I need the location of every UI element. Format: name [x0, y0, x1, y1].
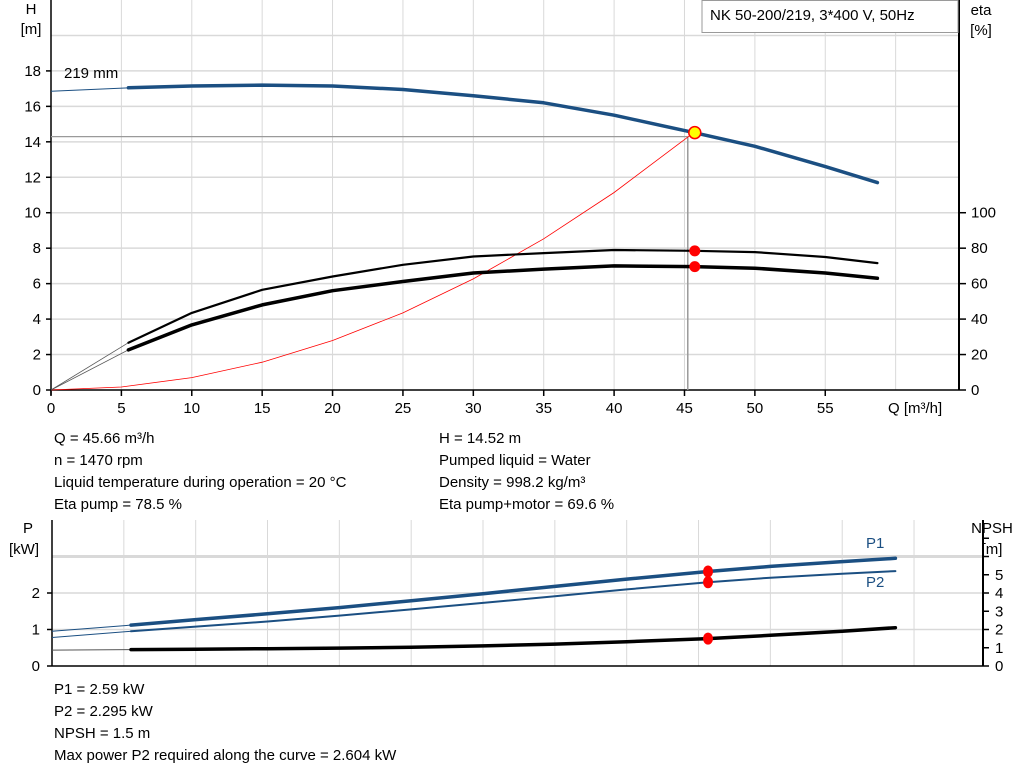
- eta-pump-motor-curve: [126, 264, 880, 352]
- y-left-unit-p: [kW]: [9, 541, 39, 558]
- p2-marker: [703, 576, 714, 589]
- info-n: n = 1470 rpm: [54, 452, 143, 469]
- npsh-marker: [703, 632, 714, 645]
- info-liquid-temp: Liquid temperature during operation = 20…: [54, 474, 347, 491]
- info-density: Density = 998.2 kg/m³: [439, 474, 586, 491]
- info-top-right: H = 14.52 m Pumped liquid = Water Densit…: [439, 428, 614, 516]
- y-right-unit-eta: [%]: [970, 22, 992, 39]
- y-right-tick-label: 40: [971, 311, 988, 328]
- eta-pump-motor-marker: [689, 261, 701, 273]
- y-left-tick-label: 10: [24, 205, 41, 222]
- npsh-curve-extension: [51, 649, 132, 651]
- x-tick-label: 10: [183, 400, 200, 417]
- eta-pump-curve-extension: [50, 342, 129, 391]
- top-chart-grid: [51, 0, 959, 390]
- y-right-unit-npsh: [m]: [982, 541, 1003, 558]
- y-right-tick-label: 100: [971, 205, 996, 222]
- x-tick-label: 50: [747, 400, 764, 417]
- y-left-tick-label: 14: [24, 134, 41, 151]
- info-p2: P2 = 2.295 kW: [54, 703, 153, 720]
- info-h: H = 14.52 m: [439, 430, 522, 447]
- info-npsh: NPSH = 1.5 m: [54, 725, 151, 742]
- bottom-chart-grid: [52, 520, 983, 666]
- x-tick-label: 5: [117, 400, 125, 417]
- x-tick-label: 55: [817, 400, 834, 417]
- y-left-tick-label: 16: [24, 98, 41, 115]
- y-right-tick-label: 2: [995, 622, 1003, 639]
- y-left-tick-label: 0: [33, 382, 41, 399]
- y-left-tick-label: 18: [24, 63, 41, 80]
- y-right-tick-label: 20: [971, 347, 988, 364]
- curves: [50, 83, 898, 652]
- y-left-tick-label: 8: [33, 240, 41, 257]
- info-pumped-liquid: Pumped liquid = Water: [439, 452, 591, 469]
- p1-curve-extension: [51, 624, 132, 632]
- info-bottom: P1 = 2.59 kW P2 = 2.295 kW NPSH = 1.5 m …: [54, 679, 396, 767]
- y-right-tick-label: 5: [995, 567, 1003, 584]
- p2-curve-extension: [51, 630, 132, 638]
- x-tick-label: 20: [324, 400, 341, 417]
- info-top-left: Q = 45.66 m³/h n = 1470 rpm Liquid tempe…: [54, 428, 346, 516]
- info-max-p2: Max power P2 required along the curve = …: [54, 747, 397, 764]
- system-curve: [50, 132, 695, 391]
- series-label-p1: P1: [866, 535, 884, 552]
- series-label-p2: P2: [866, 574, 884, 591]
- x-tick-label: 25: [395, 400, 412, 417]
- info-eta-pump-motor: Eta pump+motor = 69.6 %: [439, 496, 615, 513]
- y-right-tick-label: 0: [971, 382, 979, 399]
- y-right-tick-label: 60: [971, 276, 988, 293]
- y-left-tick-label: 4: [33, 311, 41, 328]
- p2-curve: [130, 570, 897, 633]
- x-tick-label: 35: [535, 400, 552, 417]
- y-left-label-p: P: [23, 520, 33, 537]
- title-box: [701, 0, 959, 33]
- head-curve-extension: [50, 87, 129, 92]
- eta-pump-marker: [689, 245, 701, 257]
- x-tick-label: 40: [606, 400, 623, 417]
- x-tick-label: 30: [465, 400, 482, 417]
- p1-marker: [703, 565, 714, 578]
- y-right-tick-label: 4: [995, 585, 1003, 602]
- y-left-tick-label: 6: [33, 276, 41, 293]
- y-left-tick-label: 1: [32, 622, 40, 639]
- y-left-unit-h: [m]: [21, 21, 42, 38]
- info-p1: P1 = 2.59 kW: [54, 681, 145, 698]
- info-q: Q = 45.66 m³/h: [54, 430, 155, 447]
- y-left-tick-label: 12: [24, 169, 41, 186]
- x-tick-label: 45: [676, 400, 693, 417]
- y-left-tick-label: 2: [32, 585, 40, 602]
- y-right-label-npsh: NPSH: [971, 520, 1013, 537]
- eta-pump-curve: [127, 248, 879, 344]
- eta-pump-motor-curve-extension: [50, 349, 129, 391]
- y-right-label-eta: eta: [971, 2, 993, 19]
- y-right-tick-label: 1: [995, 640, 1003, 657]
- x-axis-label: Q [m³/h]: [888, 400, 942, 417]
- y-right-tick-label: 80: [971, 240, 988, 257]
- curve-label-219mm: 219 mm: [64, 65, 118, 82]
- y-left-tick-label: 2: [33, 347, 41, 364]
- npsh-curve: [129, 625, 898, 652]
- y-right-tick-label: 3: [995, 603, 1003, 620]
- markers: [688, 125, 714, 645]
- chart-title: NK 50-200/219, 3*400 V, 50Hz: [710, 7, 915, 24]
- x-tick-label: 0: [47, 400, 55, 417]
- head-curve: [126, 83, 880, 185]
- x-tick-label: 15: [254, 400, 271, 417]
- y-right-tick-label: 0: [995, 658, 1003, 675]
- operating-point-marker: [688, 125, 702, 140]
- y-left-label-h: H: [26, 1, 37, 18]
- p1-curve: [129, 556, 898, 627]
- axes: 0 5 10 15 20 25 30 35 40 45 50 55024681012141618020…: [24, 0, 1003, 675]
- info-eta-pump: Eta pump = 78.5 %: [54, 496, 182, 513]
- y-left-tick-label: 0: [32, 658, 40, 675]
